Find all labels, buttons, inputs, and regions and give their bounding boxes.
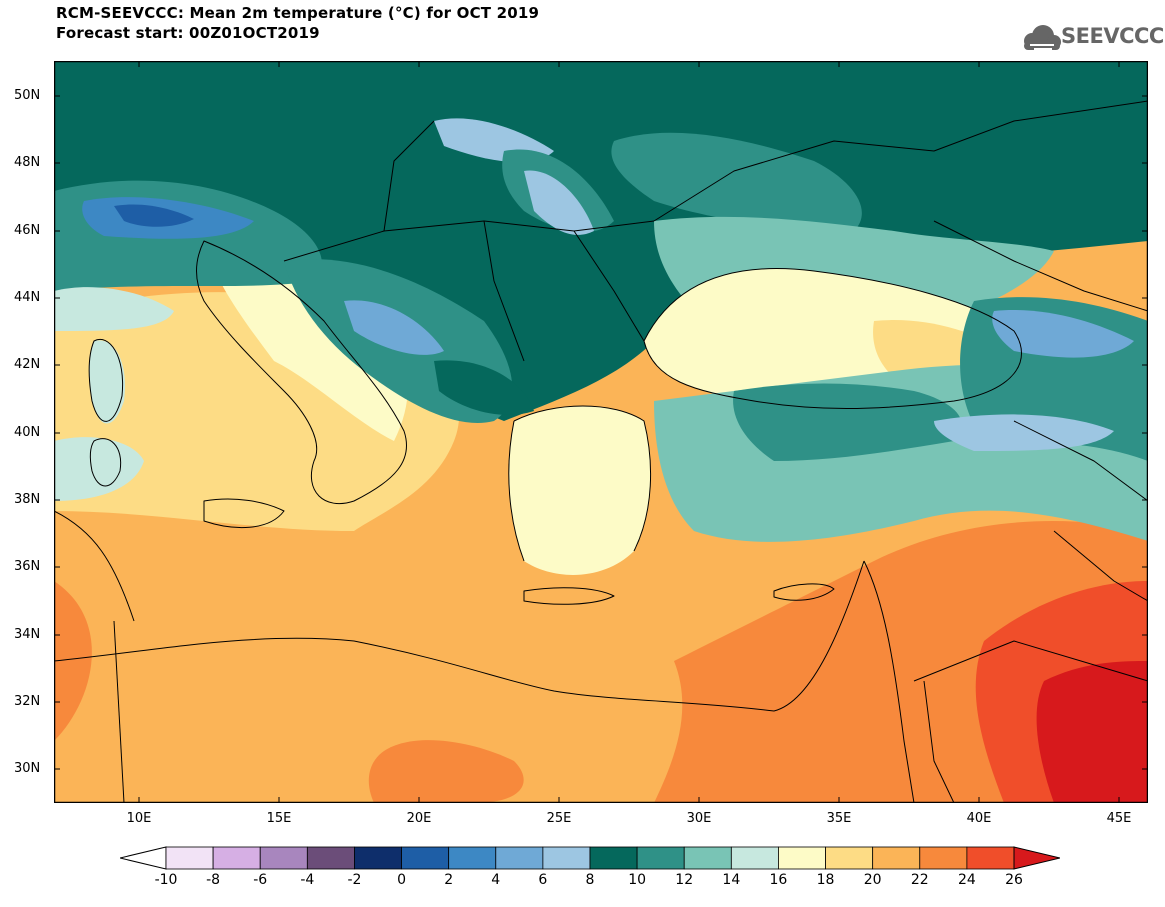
lon-label: 30E: [686, 811, 712, 826]
lat-label: 38N: [14, 492, 41, 507]
colorbar-box: [825, 846, 874, 870]
colorbar-box: [872, 846, 921, 870]
map-frame: [54, 61, 1148, 803]
colorbar-label: -2: [347, 872, 362, 888]
lon-label: 25E: [546, 811, 572, 826]
colorbar-label: 10: [628, 872, 647, 888]
colorbar-label: 14: [722, 872, 741, 888]
colorbar-label: 18: [816, 872, 835, 888]
lon-ticks: [138, 61, 1120, 803]
map-title: RCM-SEEVCCC: Mean 2m temperature (°C) fo…: [56, 4, 540, 22]
lon-label: 15E: [266, 811, 292, 826]
colorbar-label: 24: [957, 872, 976, 888]
colorbar-label: 0: [397, 872, 406, 888]
colorbar-label: -6: [253, 872, 268, 888]
seevccc-logo-text: SEEVCCC: [1061, 24, 1164, 48]
colorbar-box: [730, 846, 779, 870]
colorbar-label: 16: [769, 872, 788, 888]
colorbar-box: [966, 846, 1015, 870]
colorbar-label: -8: [206, 872, 221, 888]
cloud-icon: [1024, 25, 1061, 50]
lat-label: 40N: [14, 425, 41, 440]
colorbar-box: [354, 846, 402, 870]
colorbar-box: [542, 846, 591, 870]
lon-label: 20E: [406, 811, 432, 826]
colorbar-label: 2: [444, 872, 454, 888]
colorbar-label: 8: [585, 872, 595, 888]
colorbar-label: 26: [1005, 872, 1023, 888]
colorbar-over-triangle: [1013, 846, 1060, 870]
colorbar-label: 22: [910, 872, 929, 888]
lat-label: 36N: [14, 559, 41, 574]
colorbar-under-triangle: [120, 846, 167, 870]
colorbar-label: -10: [154, 872, 178, 888]
temperature-map: [54, 61, 1148, 803]
colorbar-box: [778, 846, 826, 870]
colorbar-label: -4: [300, 872, 315, 888]
lat-ticks: [54, 95, 1148, 770]
colorbar-box: [401, 846, 450, 870]
colorbar-label: 12: [675, 872, 694, 888]
lat-label: 30N: [14, 761, 41, 776]
lon-label: 35E: [826, 811, 852, 826]
lon-label: 40E: [966, 811, 992, 826]
lon-label: 10E: [126, 811, 152, 826]
colorbar-box: [259, 846, 308, 870]
colorbar-box: [448, 846, 497, 870]
colorbar-label: 6: [538, 872, 548, 888]
lat-label: 48N: [14, 155, 41, 170]
lon-label: 45E: [1106, 811, 1132, 826]
lat-label: 44N: [14, 290, 41, 305]
colorbar-box: [495, 846, 544, 870]
colorbar-box: [919, 846, 968, 870]
colorbar-box: [589, 846, 638, 870]
colorbar-box: [306, 846, 355, 870]
colorbar-box: [636, 846, 685, 870]
colorbar-box: [165, 846, 214, 870]
colorbar-label: 4: [491, 872, 501, 888]
lat-label: 42N: [14, 357, 41, 372]
lat-label: 34N: [14, 627, 41, 642]
lat-label: 46N: [14, 223, 41, 238]
colorbar-label: 20: [863, 872, 882, 888]
colorbar-box: [683, 846, 732, 870]
temperature-field: [54, 61, 1148, 803]
lat-label: 32N: [14, 694, 41, 709]
colorbar: [120, 846, 1060, 870]
coastlines: [54, 100, 1148, 803]
lat-label: 50N: [14, 88, 41, 103]
forecast-start: Forecast start: 00Z01OCT2019: [56, 24, 320, 42]
colorbar-box: [212, 846, 261, 870]
